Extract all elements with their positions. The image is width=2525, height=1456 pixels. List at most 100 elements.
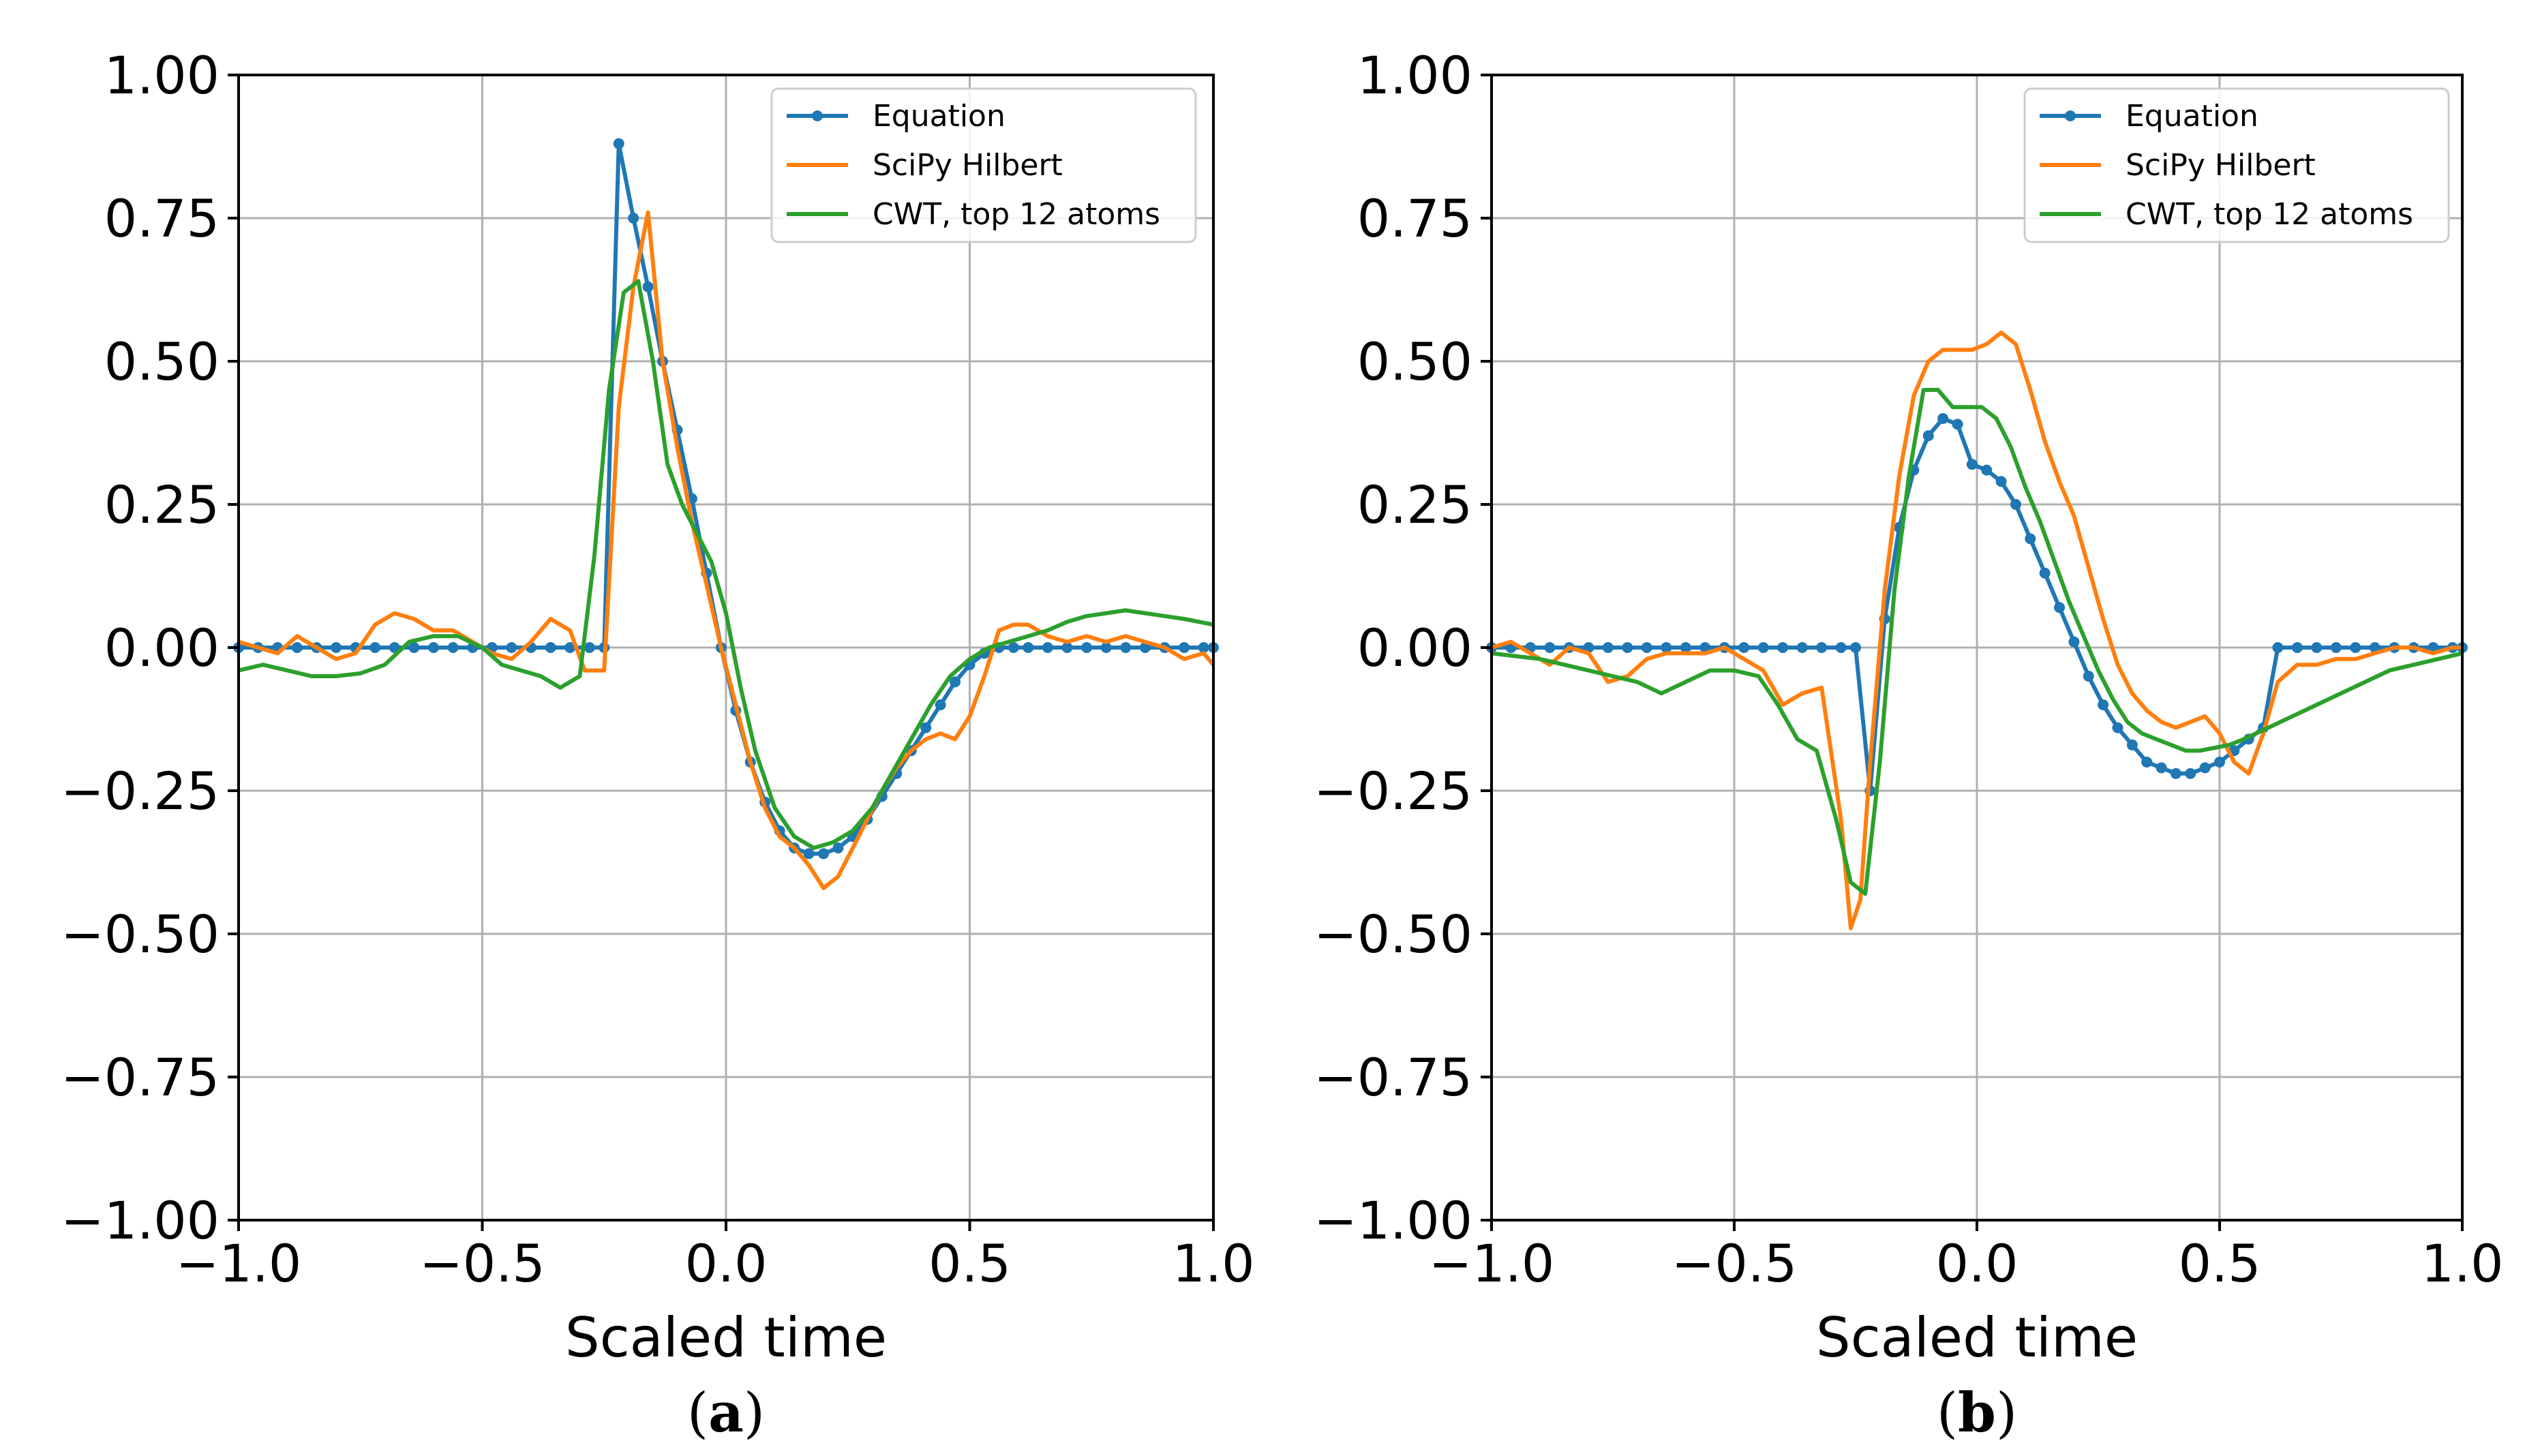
data-point bbox=[2068, 636, 2080, 648]
x-tick-label: 0.0 bbox=[685, 1233, 768, 1294]
data-point bbox=[428, 642, 439, 653]
data-point bbox=[2199, 762, 2211, 774]
panel-letter: a bbox=[708, 1380, 744, 1444]
x-tick-label: 0.0 bbox=[1936, 1233, 2019, 1294]
y-tick-label: 0.00 bbox=[104, 618, 220, 678]
data-point bbox=[447, 642, 459, 653]
data-point bbox=[2054, 602, 2066, 613]
data-point bbox=[506, 642, 517, 653]
x-tick-label: 0.5 bbox=[928, 1233, 1011, 1294]
data-point bbox=[1179, 642, 1190, 653]
legend-label: Equation bbox=[873, 99, 1006, 134]
data-point bbox=[1198, 642, 1209, 653]
data-point bbox=[2350, 642, 2361, 653]
data-point bbox=[628, 213, 639, 224]
data-point bbox=[803, 848, 815, 860]
data-point bbox=[2025, 533, 2036, 545]
data-point bbox=[1796, 642, 1808, 653]
y-tick-label: −0.50 bbox=[1314, 904, 1472, 965]
data-point bbox=[1966, 459, 1978, 470]
legend: Equation SciPy Hilbert CWT, top 12 atoms bbox=[770, 87, 1197, 243]
data-point bbox=[2214, 757, 2225, 768]
legend-box bbox=[2023, 87, 2450, 243]
y-tick-label: −0.50 bbox=[61, 904, 220, 965]
y-tick-label: −0.75 bbox=[61, 1047, 220, 1108]
data-point bbox=[2010, 499, 2021, 510]
legend-label: CWT, top 12 atoms bbox=[2126, 197, 2413, 232]
data-point bbox=[1023, 642, 1034, 653]
data-point bbox=[1835, 642, 1847, 653]
panel-a: −1.0 −0.5 0.0 0.5 1.0 −1.00 −0.75 −0.50 −0.25 0.0… bbox=[61, 45, 1254, 1444]
x-tick-label: −1.0 bbox=[1429, 1233, 1555, 1294]
data-point bbox=[1120, 642, 1132, 653]
x-tick-label: −0.5 bbox=[419, 1233, 545, 1294]
y-tick-label: 0.25 bbox=[1357, 474, 1472, 535]
data-point bbox=[2428, 642, 2439, 653]
data-point bbox=[2141, 757, 2153, 768]
data-point bbox=[613, 138, 624, 149]
legend-label: SciPy Hilbert bbox=[873, 148, 1063, 183]
legend-label: CWT, top 12 atoms bbox=[873, 197, 1160, 232]
x-axis-label: Scaled time bbox=[565, 1306, 887, 1369]
x-tick-label: 1.0 bbox=[2421, 1233, 2504, 1294]
data-point bbox=[2170, 768, 2181, 779]
legend-box bbox=[770, 87, 1197, 243]
data-point bbox=[2311, 642, 2323, 653]
data-point bbox=[1850, 642, 1861, 653]
panel-letter: b bbox=[1958, 1380, 1996, 1444]
series-line-cwt-top-12-atoms bbox=[1491, 388, 2463, 896]
data-point bbox=[291, 642, 303, 653]
data-point bbox=[2112, 722, 2123, 733]
data-point bbox=[2272, 642, 2284, 653]
data-point bbox=[1922, 430, 1934, 442]
panel-caption: (b) bbox=[1937, 1380, 2017, 1444]
data-point bbox=[1661, 642, 1672, 653]
data-point bbox=[2156, 762, 2167, 774]
data-point bbox=[2291, 642, 2303, 653]
x-tick-label: −0.5 bbox=[1672, 1233, 1798, 1294]
series-line-scipy-hilbert bbox=[1491, 331, 2462, 930]
data-point bbox=[1757, 642, 1769, 653]
x-tick-label: −1.0 bbox=[176, 1233, 302, 1294]
y-tick-label: 0.50 bbox=[104, 331, 220, 392]
data-point bbox=[1937, 413, 1949, 424]
y-tick-label: 0.75 bbox=[104, 188, 220, 249]
data-point bbox=[642, 281, 654, 292]
panel-b: −1.0 −0.5 0.0 0.5 1.0 −1.00 −0.75 −0.50 −0.25 0.0… bbox=[1314, 45, 2503, 1444]
y-tick-label: 0.50 bbox=[1357, 331, 1472, 392]
data-point bbox=[1139, 642, 1151, 653]
data-point bbox=[818, 848, 829, 860]
data-point bbox=[408, 642, 420, 653]
legend-marker bbox=[2065, 110, 2076, 121]
data-point bbox=[1602, 642, 1614, 653]
y-tick-label: −0.25 bbox=[1314, 761, 1472, 821]
data-point bbox=[2126, 739, 2138, 750]
data-point bbox=[1061, 642, 1073, 653]
data-point bbox=[920, 722, 932, 733]
data-point bbox=[1100, 642, 1112, 653]
legend-label: Equation bbox=[2126, 99, 2258, 134]
legend: Equation SciPy Hilbert CWT, top 12 atoms bbox=[2023, 87, 2450, 243]
y-tick-label: 1.00 bbox=[1357, 45, 1472, 106]
data-point bbox=[935, 699, 946, 710]
data-point bbox=[1081, 642, 1093, 653]
legend-label: SciPy Hilbert bbox=[2126, 148, 2316, 183]
y-tick-label: −1.00 bbox=[1314, 1190, 1472, 1251]
y-tick-label: −1.00 bbox=[61, 1190, 220, 1251]
data-point bbox=[564, 642, 576, 653]
data-point bbox=[2083, 671, 2094, 682]
series-line-scipy-hilbert bbox=[238, 210, 1215, 890]
y-tick-label: −0.25 bbox=[61, 761, 220, 821]
data-point bbox=[545, 642, 556, 653]
legend-marker bbox=[812, 110, 823, 121]
data-point bbox=[1995, 476, 2007, 487]
data-point bbox=[2330, 642, 2342, 653]
data-point bbox=[2098, 699, 2109, 710]
data-point bbox=[1544, 642, 1556, 653]
data-point bbox=[1042, 642, 1053, 653]
x-axis-label: Scaled time bbox=[1816, 1306, 2138, 1369]
data-point bbox=[2039, 567, 2051, 579]
data-point bbox=[584, 642, 595, 653]
data-point bbox=[1981, 464, 1993, 476]
data-point bbox=[1816, 642, 1828, 653]
